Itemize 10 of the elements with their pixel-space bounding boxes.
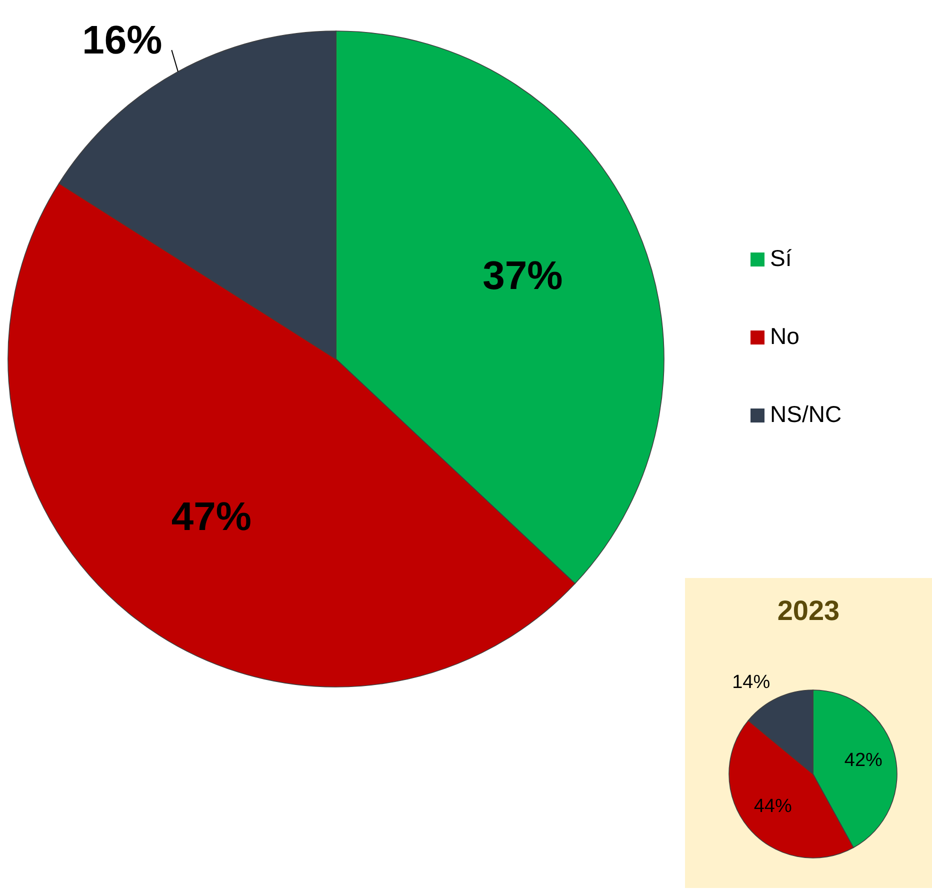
data-label: 16% [82,18,162,62]
data-label: 42% [844,750,883,772]
data-label: 14% [732,672,770,693]
legend-label: NS/NC [770,401,842,428]
chart-title: 2023 [777,595,840,626]
legend-label: Sí [770,245,792,272]
data-label: 47% [171,495,252,540]
data-label: 44% [754,796,792,818]
data-label: 37% [482,254,563,298]
legend-label: No [770,323,800,350]
